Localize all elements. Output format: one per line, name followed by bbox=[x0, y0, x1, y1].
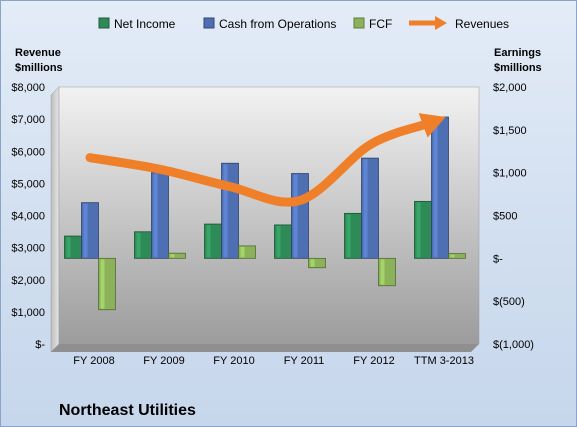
left-axis-tick-label: $8,000 bbox=[11, 82, 45, 94]
left-axis-title-line2: $millions bbox=[15, 62, 63, 74]
plot-floor bbox=[51, 344, 479, 352]
bars-layer bbox=[64, 116, 466, 311]
right-axis-ticks: $(1,000) $(500) $- $500 $1,000 $1,500 $2,000 bbox=[493, 82, 534, 351]
bar-fcf-ttm-3-2013 bbox=[448, 253, 466, 259]
bar-fcf-fy-2012-highlight bbox=[380, 259, 385, 285]
legend-swatch-fcf bbox=[353, 17, 365, 29]
category-label-ttm-3-2013: TTM 3-2013 bbox=[414, 355, 474, 367]
bar-net-income-fy-2011-highlight bbox=[276, 225, 281, 258]
legend-label-cash-from-operations: Cash from Operations bbox=[219, 17, 336, 31]
bar-fcf-ttm-3-2013-highlight bbox=[450, 254, 455, 258]
left-axis-tick-label: $3,000 bbox=[11, 243, 45, 255]
left-axis-tick-label: $1,000 bbox=[11, 307, 45, 319]
legend-label-fcf: FCF bbox=[369, 17, 392, 31]
legend: Net Income Cash from Operations FCF Reve… bbox=[98, 16, 509, 31]
left-axis-tick-label: $- bbox=[35, 339, 45, 351]
category-label-fy-2012: FY 2012 bbox=[353, 355, 394, 367]
bar-fcf-fy-2009-highlight bbox=[170, 254, 175, 258]
bar-cash-from-operations-fy-2012-highlight bbox=[363, 159, 368, 258]
bar-net-income-ttm-3-2013-highlight bbox=[416, 202, 421, 258]
bar-net-income-fy-2010-highlight bbox=[206, 225, 211, 258]
left-axis-ticks: $- $1,000 $2,000 $3,000 $4,000 $5,000 $6,000 $7… bbox=[11, 82, 45, 351]
category-label-fy-2011: FY 2011 bbox=[284, 355, 325, 367]
bar-fcf-fy-2008-highlight bbox=[100, 259, 105, 309]
bar-cash-from-operations-fy-2008-highlight bbox=[83, 203, 88, 258]
category-label-fy-2010: FY 2010 bbox=[213, 355, 254, 367]
right-axis-tick-label: $- bbox=[493, 253, 503, 265]
legend-label-net-income: Net Income bbox=[114, 17, 176, 31]
revenue-line-layer bbox=[85, 113, 446, 207]
bar-cash-from-operations-fy-2009-highlight bbox=[153, 173, 158, 258]
left-axis-title-line1: Revenue bbox=[15, 47, 61, 59]
right-axis-tick-label: $(1,000) bbox=[493, 339, 534, 351]
category-labels: FY 2008 FY 2009 FY 2010 FY 2011 FY 2012 TTM 3… bbox=[73, 355, 474, 367]
legend-label-revenues: Revenues bbox=[455, 17, 509, 31]
left-axis-tick-label: $6,000 bbox=[11, 146, 45, 158]
bar-cash-from-operations-ttm-3-2013-highlight bbox=[433, 117, 438, 258]
revenues-arrowhead bbox=[418, 113, 446, 138]
right-axis-tick-label: $(500) bbox=[493, 296, 525, 308]
category-label-fy-2008: FY 2008 bbox=[73, 355, 114, 367]
bar-net-income-fy-2012-highlight bbox=[346, 214, 351, 258]
bar-net-income-fy-2008-highlight bbox=[66, 237, 71, 258]
right-axis-title-line2: $millions bbox=[494, 62, 542, 74]
left-axis-tick-label: $2,000 bbox=[11, 275, 45, 287]
plot-side-wall bbox=[50, 86, 60, 353]
left-axis-tick-label: $7,000 bbox=[11, 114, 45, 126]
bar-cash-from-operations-fy-2010-highlight bbox=[223, 164, 228, 258]
right-axis-tick-label: $500 bbox=[493, 211, 517, 223]
bar-fcf-fy-2011-highlight bbox=[310, 259, 315, 267]
legend-swatch-cash-from-operations bbox=[203, 17, 215, 29]
left-axis-tick-label: $4,000 bbox=[11, 211, 45, 223]
bar-fcf-fy-2009 bbox=[168, 252, 186, 259]
chart-title: Northeast Utilities bbox=[59, 402, 196, 419]
bar-fcf-fy-2010-highlight bbox=[240, 246, 245, 258]
right-axis-tick-label: $1,000 bbox=[493, 168, 527, 180]
category-label-fy-2009: FY 2009 bbox=[143, 355, 184, 367]
legend-arrow-revenues bbox=[435, 16, 447, 30]
bar-cash-from-operations-fy-2011-highlight bbox=[293, 174, 298, 258]
bar-fcf-fy-2011 bbox=[308, 257, 326, 269]
legend-swatch-net-income bbox=[98, 17, 110, 29]
right-axis-tick-label: $2,000 bbox=[493, 82, 527, 94]
left-axis-tick-label: $5,000 bbox=[11, 178, 45, 190]
right-axis-tick-label: $1,500 bbox=[493, 125, 527, 137]
right-axis-title-line1: Earnings bbox=[494, 47, 541, 59]
bar-net-income-fy-2009-highlight bbox=[136, 232, 141, 258]
